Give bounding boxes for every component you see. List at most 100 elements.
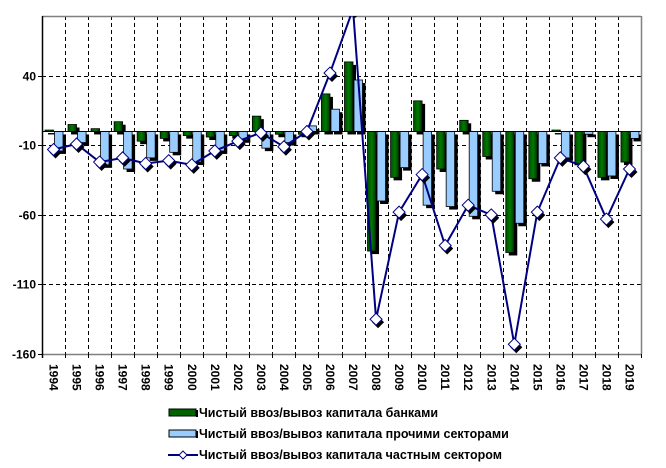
y-tick-label: 40 (23, 70, 37, 84)
y-tick-label: -160 (12, 348, 36, 362)
x-tick-label: 1999 (162, 364, 176, 391)
x-tick-label: 1998 (139, 364, 153, 391)
bar-banks (482, 131, 492, 157)
line-marker (138, 156, 153, 171)
axes (38, 15, 643, 358)
bar-banks (344, 61, 354, 132)
x-tick-label: 2011 (438, 364, 452, 390)
bar-other-sectors (491, 131, 502, 192)
line-marker (553, 151, 568, 165)
line-marker (231, 134, 245, 148)
bar-banks (113, 121, 124, 132)
bar-banks (205, 131, 216, 138)
x-tick-label: 1996 (93, 364, 107, 391)
line-marker (599, 212, 614, 226)
x-tick-label: 2008 (369, 364, 383, 391)
bar-shadow (48, 133, 57, 135)
legend-item-private-sector: Чистый ввоз/вывоз капитала частным секто… (168, 444, 509, 465)
line-series-group (46, 16, 638, 354)
line-marker (507, 337, 521, 351)
x-tick-label: 2009 (392, 364, 406, 391)
bar-banks (321, 93, 331, 132)
x-tick-label: 2012 (461, 364, 475, 391)
bar-banks (597, 131, 607, 178)
bar-other-sectors (146, 131, 156, 159)
bar-banks (390, 131, 400, 178)
legend-swatch-banks (168, 407, 198, 419)
legend-label-other-sectors: Чистый ввоз/вывоз капитала прочими секто… (199, 426, 509, 441)
x-tick-label: 2002 (231, 364, 245, 391)
line-marker (277, 140, 291, 154)
line-marker (115, 151, 130, 165)
bar-other-sectors (607, 131, 617, 177)
bar-other-sectors (192, 131, 202, 163)
bar-other-sectors (537, 131, 548, 164)
x-tick-label: 2006 (323, 364, 337, 391)
y-tick-label: -110 (13, 278, 37, 292)
bar-shadow (186, 134, 195, 139)
x-axis-tick-labels: 1994 1995 1996 1997 1998 1999 2000 2001 2002 2003… (47, 364, 637, 391)
legend-label-private-sector: Чистый ввоз/вывоз капитала частным секто… (199, 447, 502, 462)
x-tick-label: 2010 (415, 364, 429, 391)
bar-banks (505, 131, 515, 253)
gridlines (42, 16, 641, 354)
x-tick-label: 2007 (346, 364, 360, 391)
x-tick-label: 2014 (507, 364, 521, 391)
y-tick-label: -60 (19, 209, 37, 223)
bar-other-sectors (399, 131, 409, 169)
bar-other-sectors (330, 108, 340, 132)
y-axis-tick-labels: 40 -10 -60 -110 -160 (12, 70, 36, 362)
bar-banks (413, 100, 423, 132)
bar-other-sectors (169, 131, 179, 153)
line-private-sector (53, 16, 631, 345)
x-tick-label: 1995 (70, 364, 84, 391)
x-tick-label: 2005 (300, 364, 314, 391)
line-marker (162, 153, 176, 168)
line-marker (369, 312, 383, 326)
bar-banks (528, 131, 538, 180)
y-tick-label: -10 (19, 139, 37, 153)
x-tick-label: 2016 (553, 364, 567, 391)
line-marker (46, 142, 61, 157)
legend: Чистый ввоз/вывоз капитала банками Чисты… (168, 402, 509, 465)
legend-swatch-other-sectors (168, 428, 198, 440)
bar-other-sectors (514, 131, 525, 224)
x-tick-label: 2017 (576, 364, 590, 391)
bar-other-sectors (630, 131, 640, 139)
line-marker (530, 205, 545, 219)
line-marker (484, 208, 498, 222)
line-marker (300, 124, 314, 139)
bar-shadow (278, 134, 287, 138)
bar-banks (182, 131, 193, 137)
bar-banks (228, 131, 239, 137)
bar-other-sectors (445, 131, 456, 207)
line-marker (92, 155, 107, 169)
line-marker (185, 158, 199, 172)
bar-banks (620, 131, 630, 163)
x-tick-label: 2013 (484, 364, 498, 391)
bar-shadow (554, 133, 564, 135)
line-marker (415, 167, 429, 182)
x-tick-label: 2015 (530, 364, 544, 391)
line-marker (576, 159, 591, 173)
bar-banks (459, 119, 469, 132)
x-tick-label: 2003 (254, 364, 268, 391)
bar-banks (574, 131, 584, 166)
bar-banks (67, 124, 77, 132)
bar-banks (159, 131, 170, 139)
x-tick-label: 2018 (599, 364, 613, 391)
bar-other-sectors (422, 131, 433, 206)
marker-shadow (352, 16, 358, 19)
line-marker (254, 126, 268, 140)
line-marker (208, 144, 222, 158)
line-marker (622, 162, 637, 176)
x-tick-label: 1997 (116, 364, 130, 391)
line-marker (69, 137, 84, 151)
legend-item-banks: Чистый ввоз/вывоз капитала банками (168, 402, 509, 423)
legend-swatch-private-sector (168, 449, 198, 461)
line-marker (323, 66, 337, 80)
line-series (46, 16, 638, 354)
legend-item-other-sectors: Чистый ввоз/вывоз капитала прочими секто… (168, 423, 509, 444)
line-marker (392, 205, 406, 219)
